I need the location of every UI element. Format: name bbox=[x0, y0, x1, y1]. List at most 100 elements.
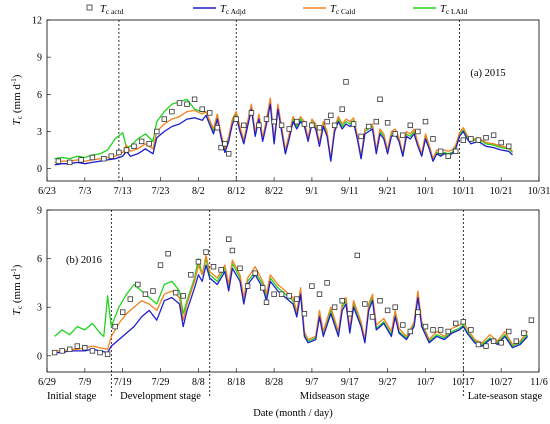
panel-2015: 0 3 6 9 12 6/23 7/3 7/13 7/23 8/2 8/12 8/22 9/1 9/11 9… bbox=[10, 16, 550, 198]
observed-point bbox=[309, 283, 315, 289]
observed-point bbox=[218, 144, 224, 151]
observed-point bbox=[392, 131, 398, 137]
observed-point bbox=[475, 341, 482, 348]
observed-point bbox=[316, 125, 323, 131]
panel-2016-xtick-label: 6/29 bbox=[38, 377, 56, 388]
observed-point bbox=[233, 116, 239, 122]
stage-label: Midseason stage bbox=[300, 391, 370, 402]
observed-point bbox=[498, 340, 504, 346]
panel-2015-xtick-label: 8/22 bbox=[265, 186, 283, 197]
observed-point bbox=[430, 327, 436, 333]
observed-point bbox=[415, 309, 421, 315]
observed-point bbox=[301, 121, 308, 127]
panel-2016-ytick-label: 9 bbox=[37, 206, 42, 217]
observed-point bbox=[339, 297, 345, 304]
panel-2015-ytick-label: 3 bbox=[37, 127, 42, 138]
observed-point bbox=[172, 289, 179, 296]
observed-point bbox=[505, 328, 512, 335]
observed-point bbox=[350, 121, 357, 127]
observed-point bbox=[222, 141, 228, 147]
panel-2015-xtick-label: 8/12 bbox=[227, 186, 245, 197]
observed-point bbox=[422, 118, 429, 125]
panel-2015-stage-lines bbox=[118, 20, 460, 181]
panel-2016-xtick-label: 11/6 bbox=[530, 377, 547, 388]
observed-point bbox=[256, 122, 262, 128]
panel-2015-xtick-label: 9/21 bbox=[379, 186, 397, 197]
observed-point bbox=[218, 267, 224, 273]
observed-point bbox=[460, 137, 466, 143]
observed-point bbox=[369, 314, 376, 320]
observed-point bbox=[286, 126, 292, 132]
observed-point bbox=[445, 328, 451, 335]
legend-item-cal: Tc Cald bbox=[303, 4, 355, 16]
panel-2016-ylabel: Tc (mm d-1) bbox=[10, 264, 24, 315]
legend-label-cal: Tc Cald bbox=[330, 4, 355, 16]
observed-point bbox=[142, 291, 149, 297]
observed-point bbox=[278, 291, 285, 297]
panel-2016-xtick-label: 8/8 bbox=[192, 377, 205, 388]
observed-point bbox=[89, 348, 96, 354]
observed-point bbox=[127, 296, 133, 302]
legend-label-adj: Tc Adjd bbox=[220, 4, 246, 16]
observed-point bbox=[161, 116, 167, 122]
stage-label: Initial stage bbox=[47, 391, 97, 402]
observed-point bbox=[490, 132, 497, 138]
series-line-cal bbox=[54, 97, 513, 164]
observed-point bbox=[294, 296, 300, 302]
observed-point bbox=[460, 319, 466, 325]
observed-point bbox=[169, 108, 175, 115]
observed-point bbox=[146, 141, 152, 147]
panel-2015-ytick-label: 9 bbox=[37, 53, 42, 64]
x-axis-label: Date (month / day) bbox=[253, 408, 333, 419]
observed-point bbox=[400, 322, 406, 328]
observed-point bbox=[475, 137, 482, 143]
observed-point bbox=[112, 323, 118, 330]
observed-point bbox=[191, 96, 198, 102]
observed-point bbox=[225, 151, 232, 157]
observed-point bbox=[331, 122, 338, 128]
observed-point bbox=[101, 155, 107, 162]
observed-point bbox=[301, 310, 308, 317]
panel-2016: 0 3 6 9 6/29 7/9 7/19 7/29 8/8 8/18 8/28 9/7 9/17 9/2… bbox=[10, 206, 548, 403]
panel-2015-axes: 0 3 6 9 12 6/23 7/3 7/13 7/23 8/2 8/12 8/22 9/1 9/11 9… bbox=[32, 16, 550, 198]
observed-point bbox=[430, 136, 436, 142]
panel-2015-xtick-label: 10/31 bbox=[528, 186, 550, 197]
observed-point bbox=[415, 128, 421, 135]
observed-point bbox=[373, 118, 379, 125]
observed-point bbox=[55, 158, 62, 164]
observed-point bbox=[452, 148, 459, 154]
observed-point bbox=[445, 153, 451, 159]
observed-point bbox=[278, 122, 285, 128]
legend-label-obs: Tc actd bbox=[100, 4, 124, 16]
panel-2016-label: (b) 2016 bbox=[66, 255, 102, 266]
observed-point bbox=[195, 259, 202, 265]
panel-2015-xtick-label: 10/11 bbox=[452, 186, 474, 197]
observed-point bbox=[468, 327, 474, 333]
observed-point bbox=[400, 132, 406, 138]
observed-point bbox=[354, 252, 360, 259]
observed-point bbox=[384, 120, 391, 126]
observed-point bbox=[521, 330, 527, 336]
legend-label-lai: Tc LAId bbox=[440, 4, 468, 16]
panel-2016-ytick-label: 3 bbox=[37, 303, 42, 314]
observed-point bbox=[237, 265, 243, 271]
observed-point bbox=[377, 96, 383, 102]
panel-2016-xtick-label: 9/27 bbox=[379, 377, 397, 388]
panel-2016-series bbox=[51, 236, 535, 357]
panel-2016-frame bbox=[46, 209, 540, 373]
observed-point bbox=[51, 349, 58, 356]
legend-marker-obs bbox=[86, 4, 93, 11]
panel-2015-frame bbox=[46, 19, 540, 182]
observed-point bbox=[422, 323, 429, 330]
panel-2016-stage-lines bbox=[110, 210, 464, 398]
observed-point bbox=[468, 136, 474, 142]
observed-point bbox=[490, 338, 497, 344]
panel-2015-xtick-label: 7/13 bbox=[114, 186, 132, 197]
observed-point bbox=[123, 147, 130, 153]
observed-point bbox=[362, 301, 368, 307]
observed-point bbox=[452, 320, 459, 327]
observed-point bbox=[131, 143, 137, 149]
panel-2016-xtick-label: 10/27 bbox=[490, 377, 513, 388]
observed-point bbox=[271, 291, 277, 297]
panel-2016-xtick-label: 10/7 bbox=[417, 377, 435, 388]
